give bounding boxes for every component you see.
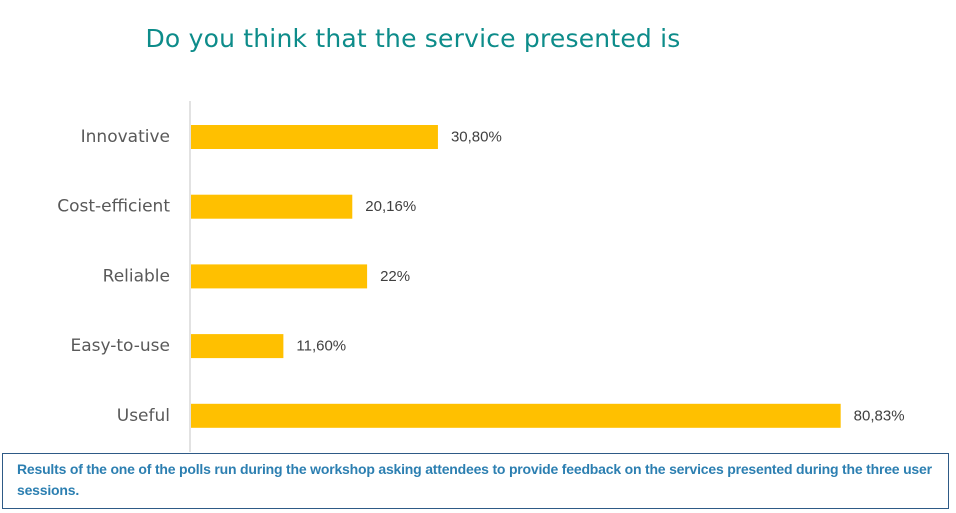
category-label: Easy-to-use — [70, 336, 170, 356]
data-label: 30,80% — [451, 129, 502, 146]
bar-easy-to-use — [191, 334, 284, 359]
data-label: 22% — [380, 268, 410, 285]
data-label: 80,83% — [854, 407, 905, 424]
bar-useful — [191, 403, 841, 428]
bar-reliable — [191, 264, 368, 289]
category-label: Cost-efficient — [57, 197, 170, 217]
bar-cost-efficient — [191, 194, 353, 219]
category-label: Useful — [117, 406, 170, 426]
caption-text: Results of the one of the polls run duri… — [17, 461, 932, 498]
data-label: 20,16% — [365, 198, 416, 215]
category-label: Reliable — [103, 266, 170, 286]
data-label: 11,60% — [296, 338, 346, 355]
caption-box: Results of the one of the polls run duri… — [2, 453, 949, 509]
bar-innovative — [191, 125, 438, 149]
chart-title: Do you think that the service presented … — [145, 24, 681, 53]
category-label: Innovative — [81, 127, 170, 147]
